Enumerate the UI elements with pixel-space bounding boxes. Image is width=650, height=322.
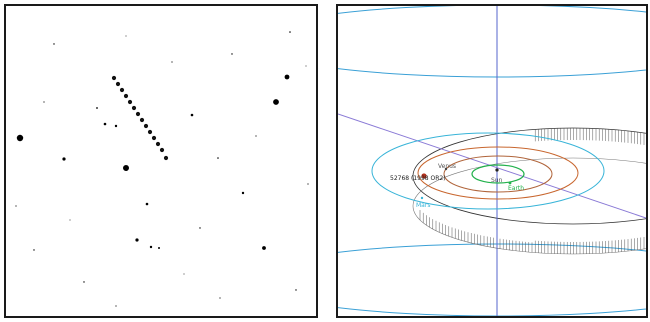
mars-label: Mars xyxy=(416,202,430,209)
earth-orbit xyxy=(417,146,579,200)
stars xyxy=(15,31,309,307)
earth-icon xyxy=(508,181,512,185)
mercury-orbit xyxy=(471,164,525,184)
sun-label: Sun xyxy=(491,177,503,184)
asteroid-icon xyxy=(421,173,427,179)
mars-orbit xyxy=(371,132,605,210)
asteroid-label: 52768 (1998 OR2) xyxy=(390,175,446,182)
star-field-image xyxy=(4,4,318,318)
venus-icon xyxy=(444,167,448,171)
orbit-svg: Sun Venus Earth 52768 (1998 OR2) Mars xyxy=(338,6,646,316)
star-field xyxy=(15,31,309,307)
venus-orbit xyxy=(443,155,553,193)
outer-orbit-top xyxy=(338,6,646,78)
asteroid-trail xyxy=(111,75,169,161)
diagonal-axis xyxy=(338,113,646,219)
mars-icon xyxy=(420,196,424,200)
orbit-diagram: Sun Venus Earth 52768 (1998 OR2) Mars xyxy=(336,4,648,318)
asteroid-orbit xyxy=(412,127,646,255)
sun-icon xyxy=(495,168,499,172)
venus-label: Venus xyxy=(438,163,456,170)
outer-orbit-bottom xyxy=(338,243,646,316)
earth-label: Earth xyxy=(508,185,524,192)
